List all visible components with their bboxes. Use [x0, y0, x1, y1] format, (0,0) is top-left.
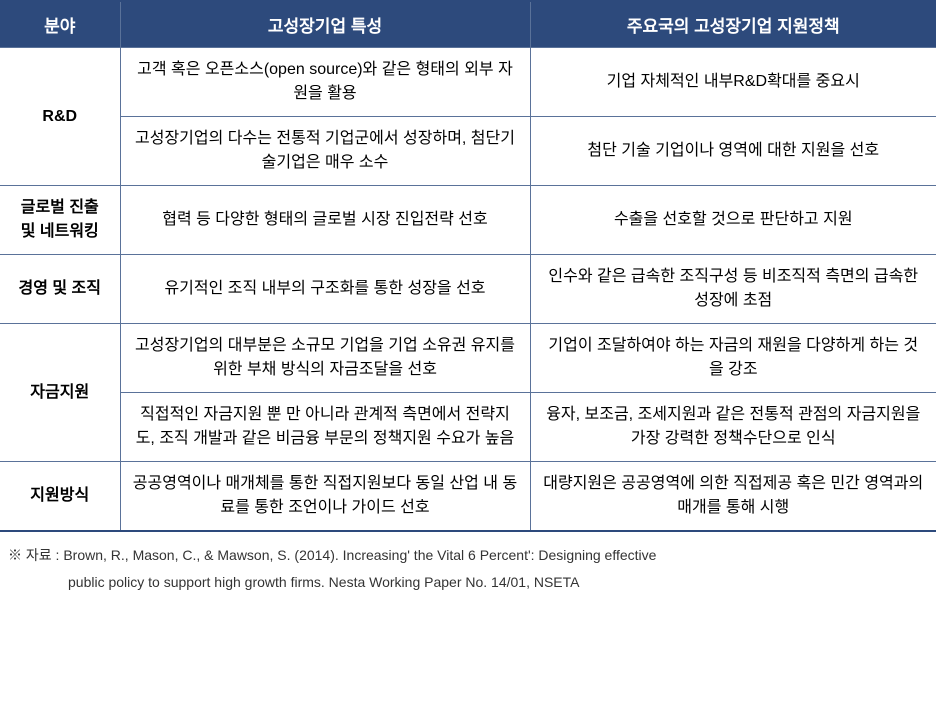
table-row: 지원방식 공공영역이나 매개체를 통한 직접지원보다 동일 산업 내 동료를 통…: [0, 462, 936, 532]
policy-cell: 인수와 같은 급속한 조직구성 등 비조직적 측면의 급속한 성장에 초점: [530, 255, 936, 324]
category-cell: 글로벌 진출 및 네트워킹: [0, 186, 120, 255]
header-col-policy: 주요국의 고성장기업 지원정책: [530, 1, 936, 48]
characteristic-cell: 고객 혹은 오픈소스(open source)와 같은 형태의 외부 자원을 활…: [120, 48, 530, 117]
table-row: R&D 고객 혹은 오픈소스(open source)와 같은 형태의 외부 자…: [0, 48, 936, 117]
characteristic-cell: 유기적인 조직 내부의 구조화를 통한 성장을 선호: [120, 255, 530, 324]
source-line1: Brown, R., Mason, C., & Mawson, S. (2014…: [63, 547, 656, 563]
policy-cell: 융자, 보조금, 조세지원과 같은 전통적 관점의 자금지원을 가장 강력한 정…: [530, 393, 936, 462]
category-cell: R&D: [0, 48, 120, 186]
table-row: 직접적인 자금지원 뿐 만 아니라 관계적 측면에서 전략지도, 조직 개발과 …: [0, 393, 936, 462]
header-col-characteristics: 고성장기업 특성: [120, 1, 530, 48]
policy-cell: 수출을 선호할 것으로 판단하고 지원: [530, 186, 936, 255]
table-row: 경영 및 조직 유기적인 조직 내부의 구조화를 통한 성장을 선호 인수와 같…: [0, 255, 936, 324]
comparison-table: 분야 고성장기업 특성 주요국의 고성장기업 지원정책 R&D 고객 혹은 오픈…: [0, 0, 936, 532]
header-col-category: 분야: [0, 1, 120, 48]
category-cell: 지원방식: [0, 462, 120, 532]
characteristic-cell: 직접적인 자금지원 뿐 만 아니라 관계적 측면에서 전략지도, 조직 개발과 …: [120, 393, 530, 462]
characteristic-cell: 협력 등 다양한 형태의 글로벌 시장 진입전략 선호: [120, 186, 530, 255]
table-row: 자금지원 고성장기업의 대부분은 소규모 기업을 기업 소유권 유지를 위한 부…: [0, 324, 936, 393]
category-cell: 자금지원: [0, 324, 120, 462]
policy-cell: 대량지원은 공공영역에 의한 직접제공 혹은 민간 영역과의 매개를 통해 시행: [530, 462, 936, 532]
category-cell: 경영 및 조직: [0, 255, 120, 324]
policy-cell: 기업 자체적인 내부R&D확대를 중요시: [530, 48, 936, 117]
source-prefix: ※ 자료 :: [8, 547, 63, 563]
table-header-row: 분야 고성장기업 특성 주요국의 고성장기업 지원정책: [0, 1, 936, 48]
policy-cell: 기업이 조달하여야 하는 자금의 재원을 다양하게 하는 것을 강조: [530, 324, 936, 393]
source-citation: ※ 자료 : Brown, R., Mason, C., & Mawson, S…: [0, 532, 936, 595]
characteristic-cell: 고성장기업의 대부분은 소규모 기업을 기업 소유권 유지를 위한 부채 방식의…: [120, 324, 530, 393]
policy-cell: 첨단 기술 기업이나 영역에 대한 지원을 선호: [530, 117, 936, 186]
table-row: 글로벌 진출 및 네트워킹 협력 등 다양한 형태의 글로벌 시장 진입전략 선…: [0, 186, 936, 255]
table-row: 고성장기업의 다수는 전통적 기업군에서 성장하며, 첨단기술기업은 매우 소수…: [0, 117, 936, 186]
source-line2: public policy to support high growth fir…: [8, 569, 928, 596]
characteristic-cell: 공공영역이나 매개체를 통한 직접지원보다 동일 산업 내 동료를 통한 조언이…: [120, 462, 530, 532]
characteristic-cell: 고성장기업의 다수는 전통적 기업군에서 성장하며, 첨단기술기업은 매우 소수: [120, 117, 530, 186]
